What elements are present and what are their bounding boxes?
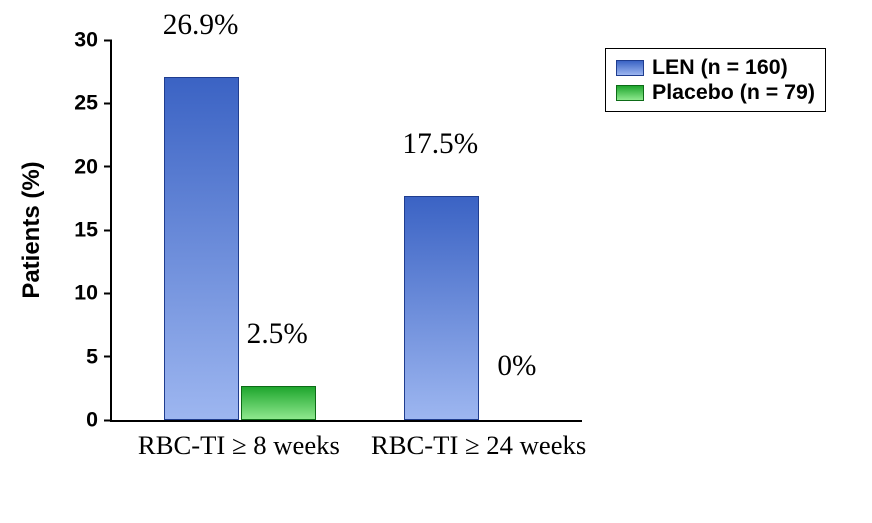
legend-swatch (616, 60, 644, 76)
x-tick: RBC-TI ≥ 24 weeks (371, 420, 586, 461)
y-tick: 0 (86, 408, 112, 433)
y-tick: 30 (74, 28, 112, 53)
bar-label: 26.9% (163, 9, 239, 42)
plot-area: 051015202530RBC-TI ≥ 8 weeksRBC-TI ≥ 24 … (110, 40, 582, 422)
legend-item: LEN (n = 160) (616, 55, 815, 80)
bar-label: 17.5% (402, 128, 478, 161)
bar-label: 2.5% (247, 318, 308, 351)
y-tick: 10 (74, 281, 112, 306)
y-tick: 5 (86, 344, 112, 369)
x-tick: RBC-TI ≥ 8 weeks (138, 420, 340, 461)
y-tick: 15 (74, 218, 112, 243)
y-tick: 20 (74, 154, 112, 179)
y-tick: 25 (74, 91, 112, 116)
bar-len (164, 77, 239, 420)
chart-container: 0 5 10 15 20 25 30 RBC-TI ≥ 8 weeks RBC-TI ≥ 24 … (0, 0, 872, 523)
y-axis-label: Patients (%) (18, 161, 46, 298)
legend-label: LEN (n = 160) (652, 55, 788, 80)
legend-swatch (616, 85, 644, 101)
bar-placebo (241, 386, 316, 420)
bar-label: 0% (497, 350, 536, 383)
legend-label: Placebo (n = 79) (652, 80, 815, 105)
bar-len (404, 196, 479, 420)
legend: LEN (n = 160)Placebo (n = 79) (605, 48, 826, 112)
legend-item: Placebo (n = 79) (616, 80, 815, 105)
